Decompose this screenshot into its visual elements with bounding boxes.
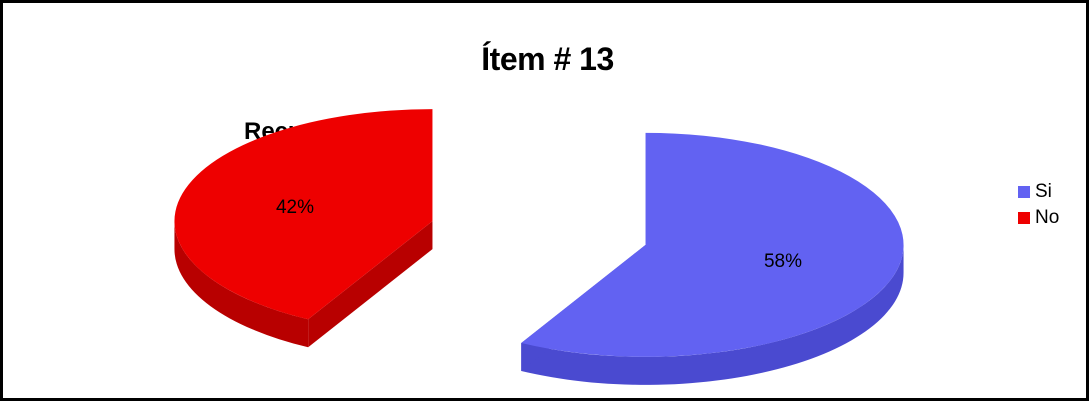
legend-swatch-no xyxy=(1018,212,1030,224)
legend-swatch-si xyxy=(1018,186,1030,198)
slice-group-si: 58% xyxy=(521,132,904,385)
side-wall-no xyxy=(174,221,309,348)
legend-item-si: Si xyxy=(1018,179,1059,205)
legend-item-no: No xyxy=(1018,205,1059,231)
cut-face-no-0 xyxy=(308,221,433,348)
legend-label-no: No xyxy=(1035,207,1060,228)
legend: Si No xyxy=(1018,179,1059,231)
slice-no xyxy=(174,109,433,320)
chart-title: Ítem # 13 xyxy=(481,41,614,77)
slice-label-si: 58% xyxy=(764,251,802,272)
legend-label-si: Si xyxy=(1035,181,1052,202)
pie-chart: 42% 58% xyxy=(174,109,904,385)
side-wall-si xyxy=(521,244,904,385)
slice-group-no: 42% xyxy=(174,109,433,348)
slice-label-no: 42% xyxy=(276,197,314,218)
slice-si xyxy=(521,132,904,357)
